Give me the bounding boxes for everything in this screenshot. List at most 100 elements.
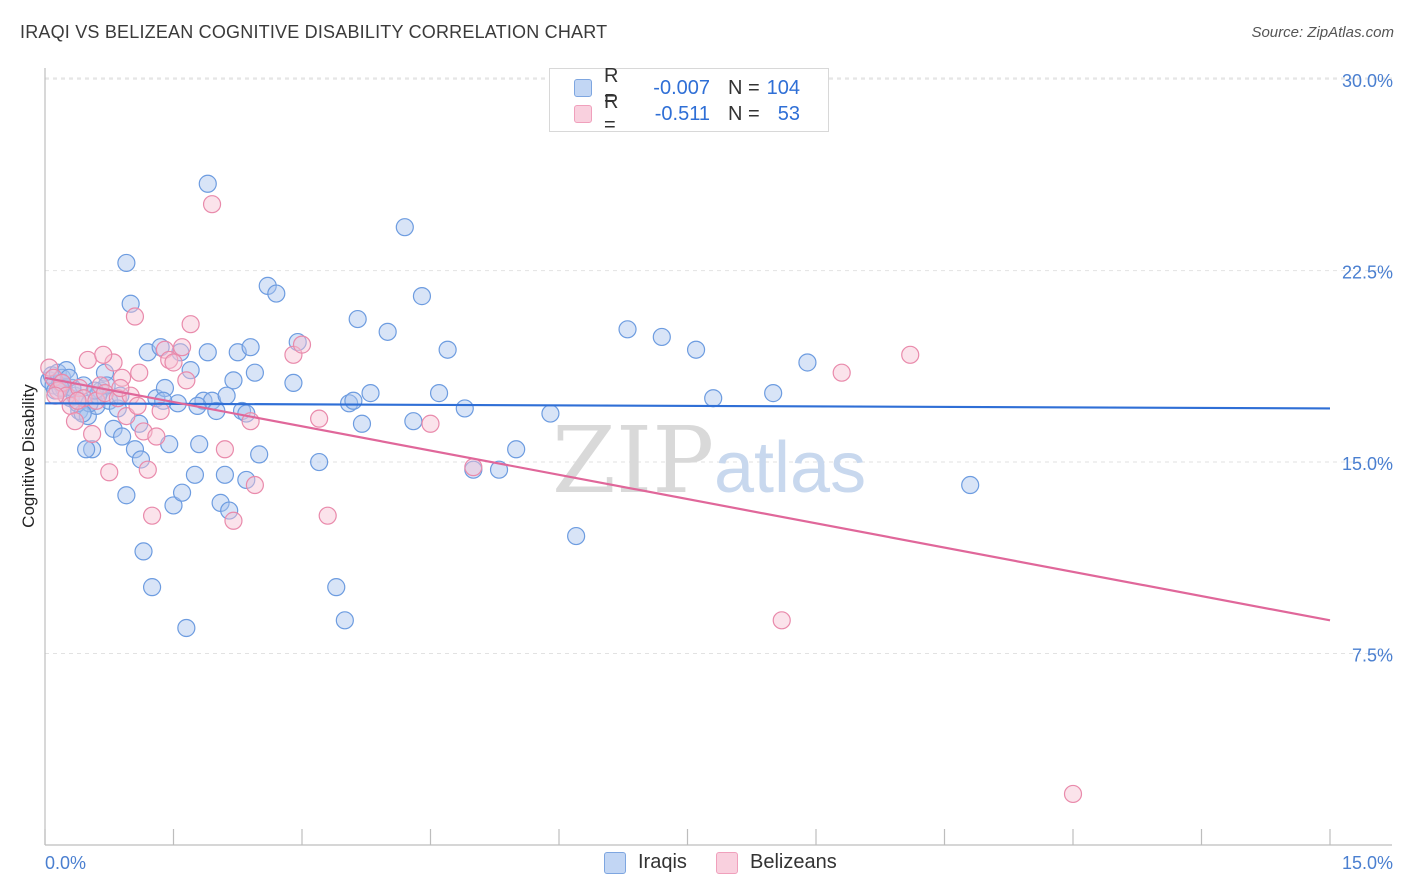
n-label: N = [728,102,760,125]
legend: R = -0.007 N = 104 R = -0.511 N = 53 [549,65,829,136]
tick-labels: 7.5% 15.0% 22.5% 30.0% 0.0% 15.0% [45,71,1393,873]
iraqi-point [335,611,354,630]
y-tick-label: 30.0% [1342,71,1393,91]
iraqi-point [961,475,980,495]
y-axis-label: Cognitive Disability [19,384,38,528]
iraqi-point [117,486,136,505]
belizeans-label: Belizeans [750,851,837,873]
bottom-legend-iraqis: Iraqis [604,851,687,874]
belizean-point [104,353,123,372]
belizean-point [172,338,192,357]
r-value: -0.511 [654,102,710,125]
iraqi-point [429,384,449,403]
iraqi-point [164,496,183,515]
r-label: R = [604,91,619,136]
belizean-point [83,424,102,444]
belizean-point [94,345,113,364]
r-label: R = [604,65,619,110]
iraqi-point [177,618,196,638]
iraqi-point [131,450,151,469]
iraqi-point [241,338,260,357]
iraqi-point [185,465,205,484]
iraqi-point [404,412,423,431]
iraqi-point [217,386,236,405]
belizean-point [138,460,157,479]
belizean-point [202,195,222,214]
iraqi-point [237,470,256,490]
belizeans-swatch [574,105,592,123]
trend-lines [44,376,1331,622]
belizean-point [177,371,196,390]
iraqi-point [327,578,346,597]
belizean-point [318,506,337,525]
y-tick-label: 22.5% [1342,263,1393,283]
legend-row-iraqis: R = -0.007 N = 104 [574,65,800,110]
iraqi-point [125,440,145,459]
belizean-point [130,363,149,382]
iraqi-point [489,460,509,479]
bottom-legend: Iraqis Belizeans [0,851,1406,877]
belizean-point [832,363,851,382]
iraqi-point [117,253,136,273]
belizean-point [464,458,483,477]
iraqi-point [704,389,723,408]
iraqi-point [686,340,706,359]
iraqi-point [344,391,363,410]
belizean-point [46,386,65,405]
belizean-point [68,391,87,410]
belizean-point [310,409,329,428]
belizean-point [78,350,97,370]
iraqi-point [245,363,264,382]
iraqi-point [618,320,637,339]
iraqi-point [395,218,414,237]
belizean-point [1063,784,1083,804]
iraqi-trend-line [44,402,1331,410]
iraqi-point [438,340,457,359]
belizean-point [65,412,85,431]
y-tick-label: 7.5% [1352,646,1393,666]
iraqis-swatch [574,79,592,97]
iraqi-point [567,526,586,546]
axes [44,68,1392,846]
grid-lines [45,77,1392,655]
belizean-point [901,345,920,364]
r-value: -0.007 [653,76,710,99]
belizean-point [224,511,243,530]
iraqi-point [412,287,432,306]
legend-row-belizeans: R = -0.511 N = 53 [574,91,800,136]
watermark-zip: ZIP [552,407,714,514]
watermark: ZIP atlas [552,407,866,514]
belizean-point [128,396,147,415]
belizean-point [117,406,136,426]
iraqi-point [215,465,234,484]
iraqi-point [348,309,367,329]
iraqi-point [310,452,329,472]
iraqi-point [541,404,560,423]
belizean-point [100,463,119,482]
belizean-point [245,475,264,495]
iraqi-point [181,361,200,380]
iraqi-point [764,384,783,403]
belizean-point [40,358,59,377]
iraqi-point [361,384,380,403]
belizeans-swatch [716,851,738,874]
belizean-point [125,307,145,326]
y-tick-label: 15.0% [1342,454,1393,474]
iraqis-swatch [604,851,626,874]
bottom-legend-belizeans: Belizeans [716,851,837,874]
watermark-atlas: atlas [714,428,866,508]
iraqi-point [352,414,372,433]
iraqi-point [190,435,209,454]
iraqi-point [112,427,132,446]
x-tick-label: 0.0% [45,853,86,873]
iraqi-point [250,445,269,464]
iraqi-point [378,322,397,341]
iraqi-point [224,371,243,390]
iraqi-point [198,343,217,362]
x-tick-label: 15.0% [1342,853,1393,873]
iraqis-label: Iraqis [638,851,687,873]
iraqi-point [798,353,817,372]
belizean-point [164,353,183,372]
belizean-point [147,427,166,446]
